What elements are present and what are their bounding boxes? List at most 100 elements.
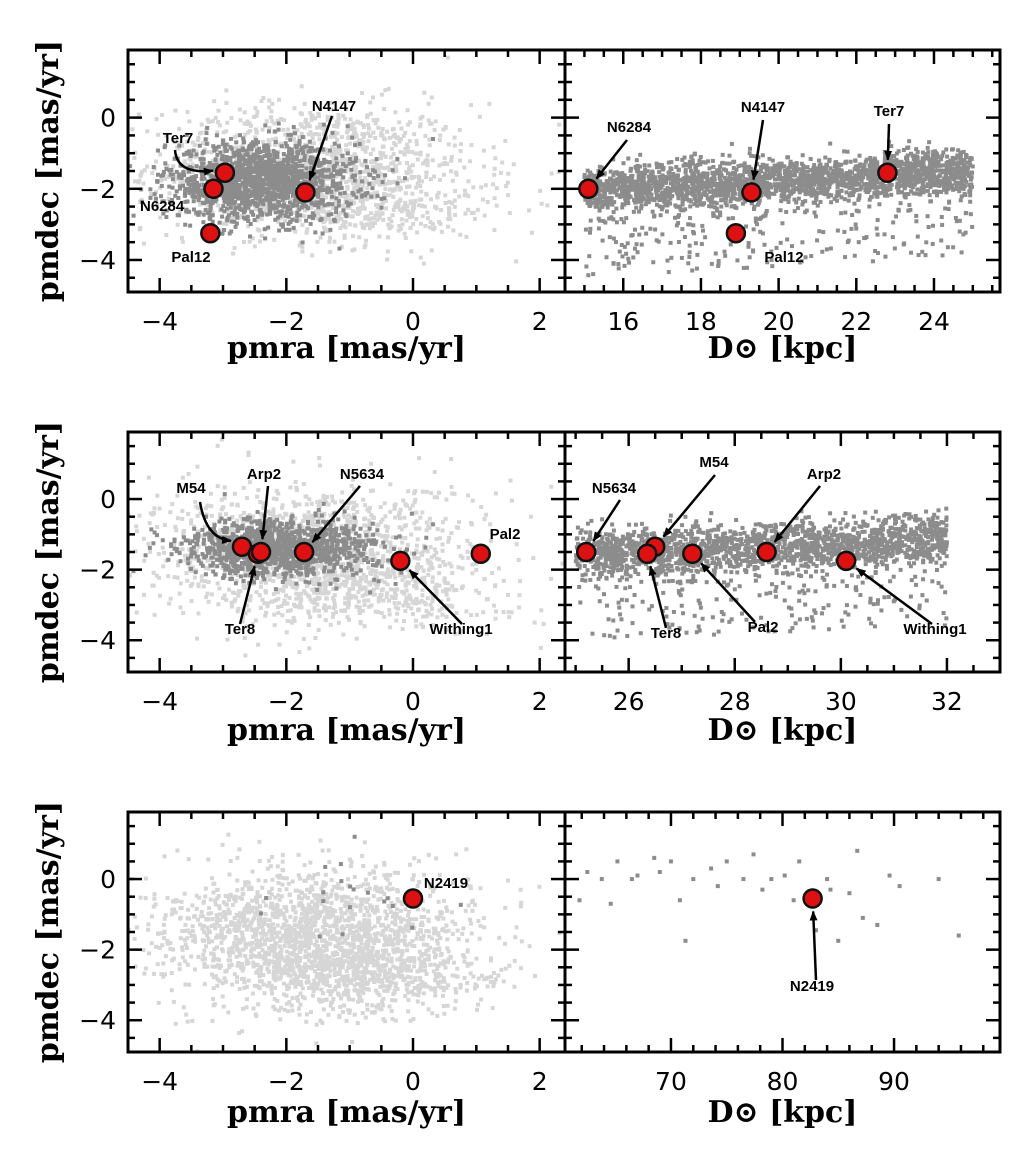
field-star-dark bbox=[286, 167, 290, 171]
field-star-dark bbox=[699, 155, 703, 159]
field-star-dark bbox=[844, 190, 848, 194]
field-star-dark bbox=[849, 227, 853, 231]
field-star-dark bbox=[684, 170, 688, 174]
field-star-dark bbox=[275, 155, 279, 159]
field-star-light bbox=[369, 152, 373, 156]
field-star-light bbox=[419, 151, 423, 155]
field-star-dark bbox=[162, 170, 166, 174]
field-star-dark bbox=[847, 239, 851, 243]
field-star-light bbox=[466, 208, 470, 212]
field-star-dark bbox=[813, 210, 817, 214]
field-star-light bbox=[438, 138, 442, 142]
field-star-light bbox=[328, 236, 332, 240]
field-star-dark bbox=[259, 171, 263, 175]
field-star-dark bbox=[267, 176, 271, 180]
field-star-dark bbox=[304, 166, 308, 170]
field-star-light bbox=[233, 246, 237, 250]
field-star-dark bbox=[292, 226, 296, 230]
field-star-light bbox=[318, 137, 322, 141]
field-star-dark bbox=[800, 240, 804, 244]
field-star-dark bbox=[337, 144, 341, 148]
field-star-light bbox=[222, 130, 226, 134]
field-star-light bbox=[403, 232, 407, 236]
field-star-dark bbox=[263, 123, 267, 127]
field-star-light bbox=[429, 220, 433, 224]
field-star-dark bbox=[840, 189, 844, 193]
field-star-light bbox=[385, 258, 389, 262]
field-star-dark bbox=[877, 202, 881, 206]
field-star-light bbox=[422, 91, 426, 95]
cluster-marker-ter7 bbox=[216, 164, 234, 182]
field-star-dark bbox=[926, 146, 930, 150]
field-star-dark bbox=[167, 168, 171, 172]
field-star-dark bbox=[301, 240, 305, 244]
field-star-dark bbox=[752, 207, 756, 211]
field-star-dark bbox=[633, 228, 637, 232]
field-star-light bbox=[450, 155, 454, 159]
field-star-dark bbox=[302, 158, 306, 162]
field-star-dark bbox=[680, 158, 684, 162]
field-star-dark bbox=[278, 195, 282, 199]
field-star-dark bbox=[199, 166, 203, 170]
field-star-light bbox=[270, 109, 274, 113]
field-star-dark bbox=[331, 180, 335, 184]
x-tick-label: −4 bbox=[141, 307, 178, 336]
field-star-light bbox=[400, 217, 404, 221]
field-star-light bbox=[481, 198, 485, 202]
field-star-dark bbox=[277, 229, 281, 233]
field-star-light bbox=[365, 145, 369, 149]
field-star-dark bbox=[153, 192, 157, 196]
field-star-dark bbox=[687, 198, 691, 202]
field-star-dark bbox=[913, 160, 917, 164]
field-star-dark bbox=[263, 227, 267, 231]
field-star-light bbox=[550, 172, 554, 176]
field-star-dark bbox=[159, 174, 163, 178]
field-star-light bbox=[368, 100, 372, 104]
field-star-light bbox=[476, 208, 480, 212]
field-star-dark bbox=[266, 226, 270, 230]
field-star-dark bbox=[266, 188, 270, 192]
field-star-dark bbox=[338, 192, 342, 196]
field-star-light bbox=[292, 106, 296, 110]
field-star-dark bbox=[629, 167, 633, 171]
field-star-dark bbox=[839, 211, 843, 215]
field-star-light bbox=[388, 224, 392, 228]
field-star-dark bbox=[635, 158, 639, 162]
field-star-dark bbox=[911, 183, 915, 187]
field-star-dark bbox=[341, 208, 345, 212]
field-star-dark bbox=[711, 159, 715, 163]
field-star-dark bbox=[370, 186, 374, 190]
field-star-dark bbox=[797, 197, 801, 201]
field-star-dark bbox=[202, 213, 206, 217]
field-star-dark bbox=[635, 242, 639, 246]
field-star-dark bbox=[202, 162, 206, 166]
field-star-light bbox=[459, 149, 463, 153]
field-star-light bbox=[341, 204, 345, 208]
field-star-light bbox=[346, 136, 350, 140]
field-star-dark bbox=[330, 131, 334, 135]
field-star-dark bbox=[280, 169, 284, 173]
field-star-light bbox=[434, 119, 438, 123]
field-star-dark bbox=[804, 192, 808, 196]
field-star-dark bbox=[321, 231, 325, 235]
field-star-dark bbox=[623, 173, 627, 177]
field-star-dark bbox=[244, 186, 248, 190]
field-star-light bbox=[394, 202, 398, 206]
field-star-dark bbox=[337, 247, 341, 251]
field-star-light bbox=[463, 189, 467, 193]
field-star-light bbox=[243, 122, 247, 126]
field-star-dark bbox=[700, 242, 704, 246]
field-star-light bbox=[360, 91, 364, 95]
field-star-dark bbox=[669, 256, 673, 260]
field-star-dark bbox=[843, 197, 847, 201]
field-star-light bbox=[315, 126, 319, 130]
field-star-dark bbox=[967, 189, 971, 193]
field-star-dark bbox=[650, 170, 654, 174]
field-star-dark bbox=[303, 175, 307, 179]
field-star-dark bbox=[115, 213, 119, 217]
field-star-dark bbox=[927, 140, 931, 144]
field-star-dark bbox=[723, 176, 727, 180]
field-star-light bbox=[182, 300, 186, 304]
field-star-dark bbox=[205, 200, 209, 204]
field-star-light bbox=[430, 95, 434, 99]
